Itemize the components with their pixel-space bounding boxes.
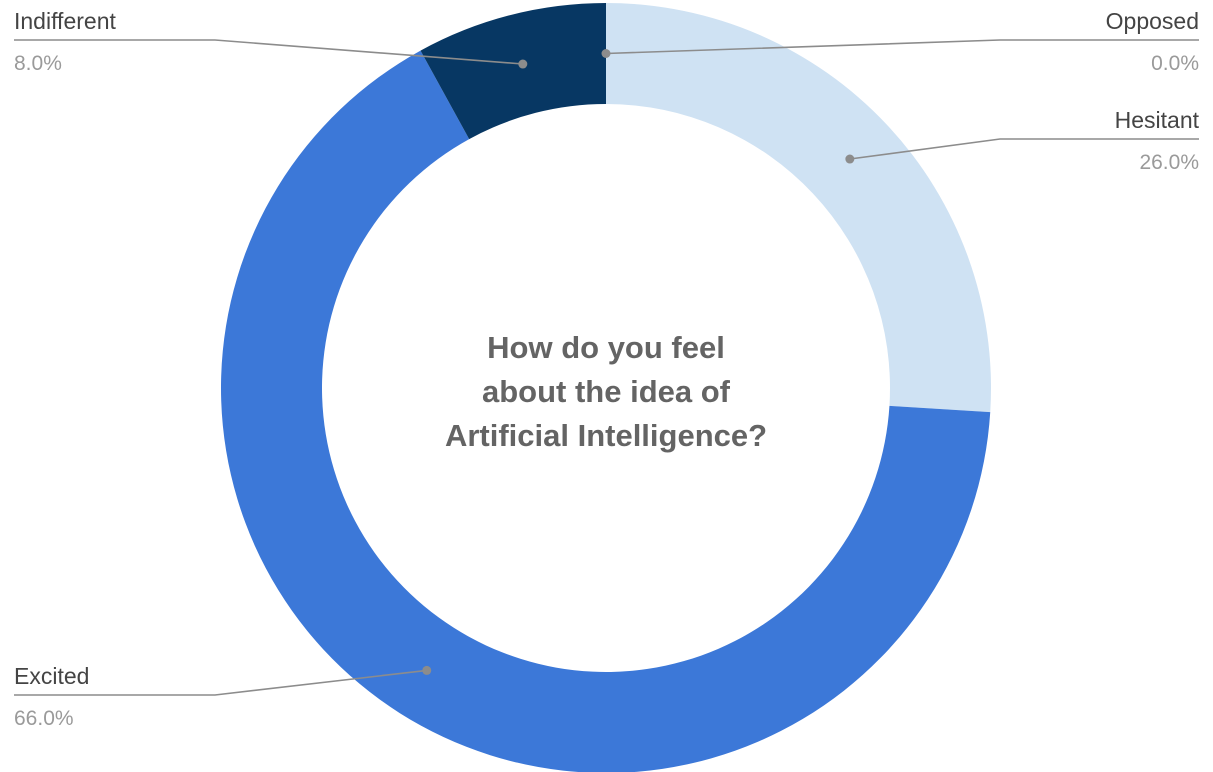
callout-indifferent: Indifferent 8.0% [14,8,528,75]
leader-dot-hesitant [845,154,855,164]
value-label-opposed: 0.0% [1151,52,1199,75]
label-hesitant: Hesitant [1115,107,1200,133]
chart-title-line-2: about the idea of [482,374,730,409]
chart-title-line-3: Artificial Intelligence? [444,418,768,453]
value-label-indifferent: 8.0% [14,52,62,75]
callout-excited: Excited 66.0% [14,663,432,730]
leader-dot-opposed [601,49,611,58]
leader-dot-indifferent [518,59,528,69]
value-label-hesitant: 26.0% [1139,151,1199,174]
label-opposed: Opposed [1106,8,1199,34]
slice-indifferent [420,3,606,140]
callout-opposed: Opposed 0.0% [601,8,1199,75]
chart-title-line-1: How do you feel [487,330,725,365]
leader-line-indifferent [14,39,523,65]
callout-hesitant: Hesitant 26.0% [845,107,1200,174]
label-indifferent: Indifferent [14,8,116,34]
leader-line-excited [14,669,427,696]
label-excited: Excited [14,663,89,689]
value-label-excited: 66.0% [14,707,74,730]
leader-line-hesitant [849,138,1199,160]
leader-line-opposed [605,39,1199,55]
leader-dot-excited [422,665,432,675]
chart-title: How do you feel about the idea of Artifi… [400,326,812,458]
slice-hesitant [606,3,991,413]
